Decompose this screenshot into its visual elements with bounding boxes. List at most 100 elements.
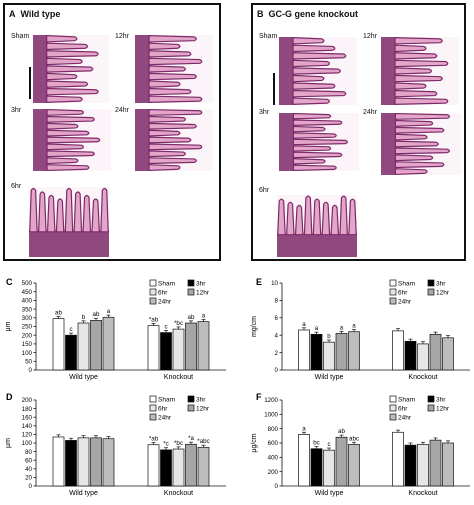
panel-a-label-12hr: 12hr bbox=[115, 33, 130, 40]
significance-label: b bbox=[327, 333, 331, 340]
panel-b-letter: B bbox=[257, 9, 264, 19]
bar bbox=[404, 444, 417, 487]
legend-label: 3hr bbox=[436, 397, 446, 404]
significance-label: a bbox=[202, 312, 206, 319]
significance-label: *ab bbox=[149, 436, 159, 443]
y-tick-label: 0 bbox=[275, 367, 279, 374]
bar bbox=[52, 318, 65, 371]
legend-swatch bbox=[389, 297, 397, 305]
villus bbox=[46, 157, 79, 165]
y-tick-label: 50 bbox=[25, 359, 32, 366]
villus bbox=[394, 147, 450, 155]
bar bbox=[77, 437, 90, 487]
bar bbox=[65, 334, 77, 371]
histology-image-ko-24hr bbox=[381, 113, 461, 175]
villus bbox=[292, 119, 343, 126]
villus bbox=[148, 57, 203, 66]
y-tick-label: 10 bbox=[271, 280, 278, 287]
y-axis-label: mg/cm bbox=[251, 316, 258, 337]
tissue-wall bbox=[29, 230, 109, 257]
villus bbox=[292, 67, 341, 75]
villus bbox=[292, 158, 326, 165]
bar bbox=[323, 449, 335, 487]
significance-label: *bc bbox=[174, 320, 183, 327]
legend-swatch bbox=[149, 395, 157, 403]
legend-swatch bbox=[187, 404, 195, 412]
legend-swatch bbox=[389, 404, 397, 412]
significance-label: *bc bbox=[174, 440, 183, 447]
villus bbox=[148, 42, 181, 51]
legend-swatch bbox=[149, 413, 157, 421]
y-tick-label: 400 bbox=[268, 455, 279, 462]
bar bbox=[102, 316, 115, 371]
panel-a-label-sham: Sham bbox=[11, 33, 30, 40]
significance-label: a bbox=[302, 425, 306, 432]
y-tick-label: 500 bbox=[22, 280, 33, 287]
legend-swatch bbox=[389, 395, 397, 403]
villus bbox=[46, 129, 90, 137]
bar bbox=[185, 443, 197, 487]
bar bbox=[442, 442, 454, 487]
bar bbox=[172, 328, 185, 371]
villus bbox=[292, 52, 347, 60]
villus bbox=[292, 125, 326, 133]
panel-b-label-24hr: 24hr bbox=[363, 109, 378, 116]
villus bbox=[73, 191, 83, 233]
villus bbox=[148, 50, 192, 58]
legend-swatch bbox=[427, 279, 435, 287]
y-axis-label: µm bbox=[5, 438, 12, 448]
y-axis-label: µm bbox=[5, 321, 12, 331]
legend-label: 6hr bbox=[398, 406, 408, 413]
significance-label: a bbox=[107, 308, 111, 315]
bar bbox=[172, 448, 185, 487]
histology-image-wt-12hr bbox=[135, 35, 213, 103]
bar bbox=[442, 337, 454, 371]
y-tick-label: 60 bbox=[25, 457, 32, 464]
bar bbox=[429, 439, 442, 487]
tissue-wall bbox=[135, 35, 151, 103]
legend-swatch bbox=[149, 404, 157, 412]
villus bbox=[148, 87, 192, 96]
y-tick-label: 20 bbox=[25, 475, 32, 482]
bar bbox=[90, 437, 102, 487]
significance-label: c bbox=[69, 326, 72, 333]
villus bbox=[292, 82, 336, 90]
legend-label: 24hr bbox=[158, 299, 172, 306]
villus bbox=[46, 87, 99, 96]
villus bbox=[148, 143, 203, 151]
tissue-wall bbox=[381, 113, 397, 175]
villus bbox=[394, 52, 438, 60]
legend-swatch bbox=[187, 279, 195, 287]
significance-label: c bbox=[164, 323, 167, 330]
villus bbox=[394, 154, 434, 162]
y-tick-label: 80 bbox=[25, 449, 32, 456]
villus bbox=[38, 191, 47, 233]
bar bbox=[147, 444, 160, 487]
bar bbox=[147, 325, 160, 371]
bar bbox=[310, 333, 323, 371]
tissue-wall bbox=[135, 109, 151, 171]
chart-e: Emg/cm 0 2 4 6 8 10 a a b a a Wild type Knockout Sham 3… bbox=[251, 277, 470, 381]
villus bbox=[55, 198, 65, 233]
y-tick-label: 450 bbox=[22, 289, 33, 296]
villus bbox=[46, 57, 83, 66]
bar bbox=[310, 448, 323, 487]
significance-label: *ab bbox=[149, 316, 159, 323]
histology-image-ko-sham bbox=[279, 37, 357, 105]
villus bbox=[394, 74, 443, 83]
villus bbox=[292, 74, 325, 83]
legend-swatch bbox=[389, 413, 397, 421]
x-tick-label: Wild type bbox=[315, 490, 344, 497]
villus bbox=[394, 168, 428, 175]
panel-a-label-3hr: 3hr bbox=[11, 107, 22, 114]
legend-label: 24hr bbox=[398, 415, 412, 422]
legend-label: 3hr bbox=[196, 397, 206, 404]
legend-label: 12hr bbox=[436, 406, 450, 413]
villus bbox=[46, 150, 95, 158]
villus bbox=[46, 136, 101, 144]
bar bbox=[298, 329, 310, 371]
histology-image-ko-12hr bbox=[381, 37, 459, 105]
